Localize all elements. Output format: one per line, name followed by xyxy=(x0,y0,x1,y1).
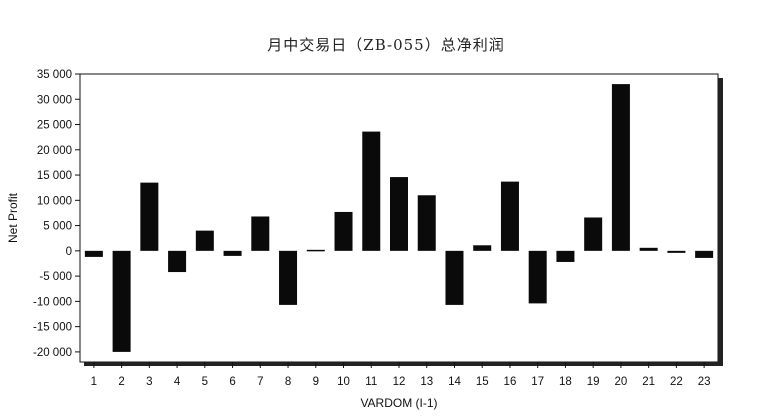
x-tick-label: 4 xyxy=(174,376,181,388)
y-tick-label: 5 000 xyxy=(43,221,72,233)
bar xyxy=(195,230,214,251)
x-tick-label: 20 xyxy=(615,376,628,388)
bar xyxy=(584,217,603,251)
x-tick-label: 23 xyxy=(698,376,711,388)
bar xyxy=(251,216,270,251)
y-tick-label: 10 000 xyxy=(37,195,72,207)
x-tick-label: 5 xyxy=(202,376,208,388)
y-tick-label: 20 000 xyxy=(37,145,72,157)
plot-shadow-right xyxy=(718,78,723,366)
bar xyxy=(611,84,630,251)
bar xyxy=(528,250,547,304)
bar xyxy=(306,249,325,252)
bar xyxy=(445,250,464,305)
bar xyxy=(362,131,381,251)
y-tick-label: 25 000 xyxy=(37,120,72,132)
bar xyxy=(417,195,436,251)
bar xyxy=(473,245,492,251)
bar xyxy=(279,250,298,305)
x-axis-label: VARDOM (I-1) xyxy=(360,396,437,410)
bar xyxy=(667,250,686,253)
y-tick-label: -5 000 xyxy=(39,271,72,283)
bar xyxy=(168,250,187,273)
y-tick-label: 35 000 xyxy=(37,69,72,81)
x-tick-label: 6 xyxy=(229,376,235,388)
x-tick-label: 15 xyxy=(476,376,489,388)
y-tick-label: -15 000 xyxy=(33,322,72,334)
y-tick-label: 30 000 xyxy=(37,94,72,106)
x-tick-label: 2 xyxy=(118,376,124,388)
y-axis-label: Net Profit xyxy=(6,192,20,243)
x-tick-label: 22 xyxy=(670,376,683,388)
x-tick-label: 9 xyxy=(313,376,319,388)
x-tick-label: 21 xyxy=(642,376,655,388)
bar xyxy=(223,250,242,256)
x-tick-label: 10 xyxy=(337,376,350,388)
bar xyxy=(390,177,408,251)
bar xyxy=(334,211,353,251)
x-tick-label: 16 xyxy=(504,376,517,388)
x-tick-label: 13 xyxy=(420,376,433,388)
plot-shadow-bottom xyxy=(84,362,723,366)
y-tick-label: -20 000 xyxy=(33,347,72,359)
bar xyxy=(84,250,103,257)
chart-title: 月中交易日（ZB-055）总净利润 xyxy=(267,36,505,54)
x-tick-label: 11 xyxy=(365,376,377,388)
bar xyxy=(500,181,519,251)
bar xyxy=(639,247,658,251)
bar xyxy=(112,250,131,352)
y-tick-label: 0 xyxy=(66,246,72,258)
bar xyxy=(140,182,159,251)
x-tick-label: 14 xyxy=(448,376,461,388)
y-tick-label: -10 000 xyxy=(33,296,72,308)
y-tick-label: 15 000 xyxy=(37,170,72,182)
x-tick-label: 1 xyxy=(91,376,97,388)
x-tick-label: 8 xyxy=(285,376,291,388)
x-tick-label: 18 xyxy=(559,376,572,388)
x-axis: 1 2 3 4 5 6 7 8 9 10 11 12 13 14 15 16 17 18 19 20 21 22 23 xyxy=(91,362,711,388)
x-tick-label: 3 xyxy=(146,376,152,388)
x-tick-label: 17 xyxy=(531,376,544,388)
x-tick-label: 7 xyxy=(257,376,263,388)
bars-group xyxy=(84,84,714,352)
x-tick-label: 19 xyxy=(587,376,600,388)
x-tick-label: 12 xyxy=(393,376,406,388)
y-axis: 35 000 30 000 25 000 20 000 15 000 10 000 5 00… xyxy=(33,69,80,359)
bar xyxy=(556,250,575,262)
bar xyxy=(695,250,714,258)
